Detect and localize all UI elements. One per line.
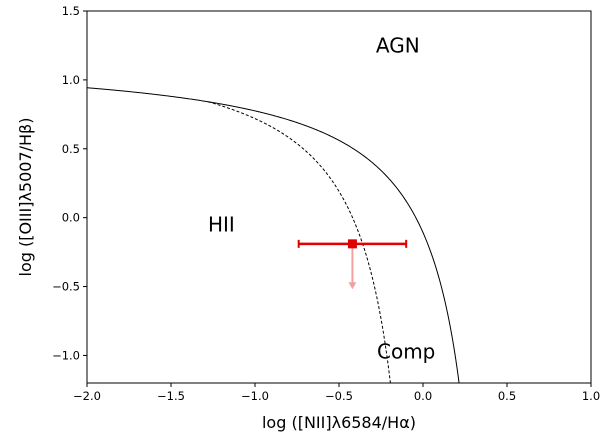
- y-tick-label: −1.0: [52, 348, 80, 362]
- kewley-curve: [87, 87, 460, 383]
- x-tick-label: −2.0: [73, 389, 101, 403]
- x-axis-label: log ([NII]λ6584/Hα): [262, 413, 416, 432]
- y-axis-ticks: −1.0 −0.5 0.0 0.5 1.0 1.5: [52, 4, 87, 362]
- kauffmann-curve: [207, 101, 391, 383]
- x-tick-label: 0.5: [498, 389, 516, 403]
- y-tick-label: 0.5: [62, 142, 80, 156]
- y-axis-label: log ([OIII]λ5007/Hβ): [16, 117, 35, 276]
- region-label-hii: HII: [208, 213, 235, 237]
- data-point-marker: [347, 239, 357, 249]
- region-labels: AGN HII Comp: [208, 33, 435, 363]
- y-tick-label: 1.0: [62, 73, 80, 87]
- x-axis-ticks: −2.0 −1.5 −1.0 −0.5 0.0 0.5 1.0: [73, 383, 600, 403]
- x-tick-label: −0.5: [325, 389, 353, 403]
- x-tick-label: −1.5: [157, 389, 185, 403]
- y-tick-label: 0.0: [62, 211, 80, 225]
- x-tick-label: −1.0: [241, 389, 269, 403]
- plot-area: [87, 11, 591, 383]
- data-points: [297, 239, 408, 290]
- x-tick-label: 1.0: [582, 389, 600, 403]
- upper-limit-arrow-head: [348, 282, 357, 290]
- y-tick-label: 1.5: [62, 4, 80, 18]
- region-label-agn: AGN: [376, 33, 420, 57]
- y-tick-label: −0.5: [52, 280, 80, 294]
- x-tick-label: 0.0: [414, 389, 432, 403]
- demarcation-curves: [87, 87, 460, 383]
- region-label-comp: Comp: [377, 339, 435, 363]
